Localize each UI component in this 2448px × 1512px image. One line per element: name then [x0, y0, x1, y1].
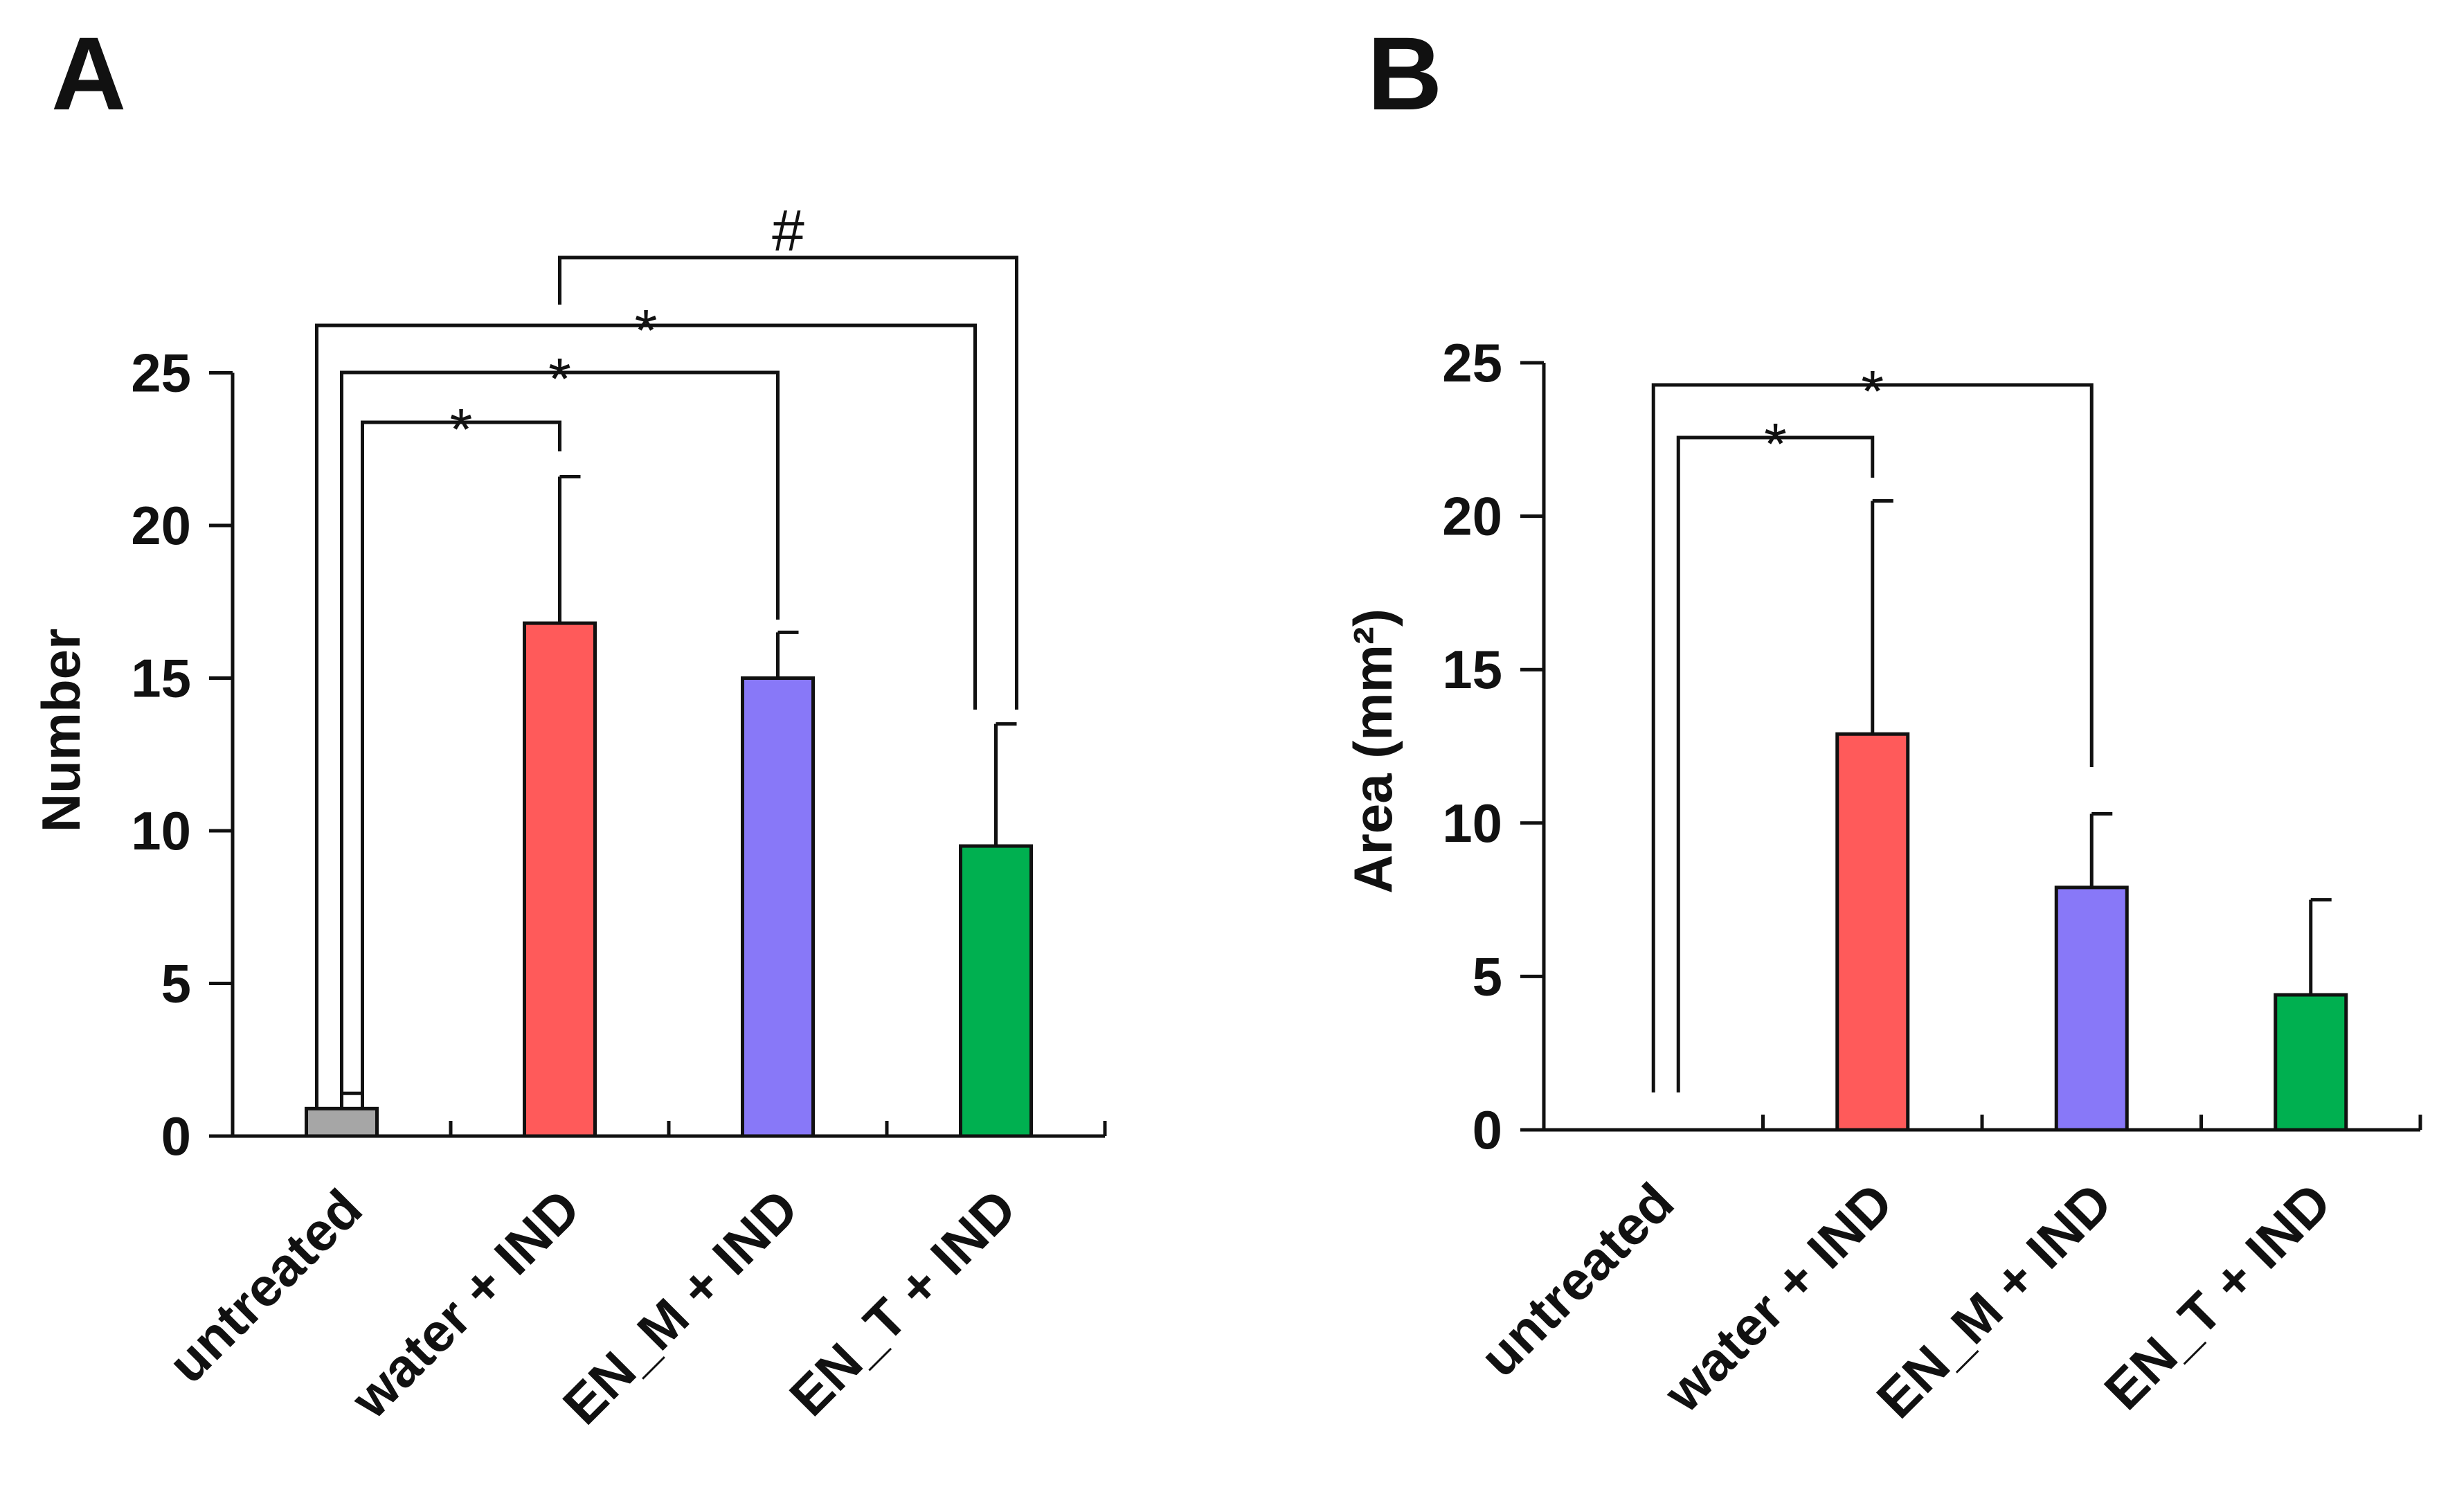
panel-a-significance-label-2: * [548, 346, 571, 411]
panel-a-bar-3 [741, 676, 815, 1138]
panel-b-significance-label-2: * [1861, 359, 1884, 424]
panel-a-y-tick-label: 0 [161, 1106, 191, 1167]
panel-b-y-tick-label: 25 [1442, 332, 1502, 393]
panel-b-y-tick-label: 15 [1442, 639, 1502, 700]
panel-a-significance-label-4: # [772, 198, 804, 263]
panel-a-y-axis-label: Number [30, 629, 91, 833]
panel-b-category-label-1: untreated [1468, 1171, 1686, 1389]
panel-b-y-tick-label: 10 [1442, 793, 1502, 854]
panel-a-bar-2 [523, 621, 597, 1138]
panel-a-y-tick-label: 20 [131, 495, 191, 556]
panel-b-y-tick-label: 5 [1473, 946, 1502, 1007]
panel-b-significance-bracket-2 [1651, 383, 2094, 1092]
panel-b-y-axis-label: Area (mm²) [1342, 609, 1403, 894]
panel-a-y-tick-label: 5 [161, 953, 191, 1014]
panel-a-category-label-4: EN_T + IND [777, 1178, 1027, 1428]
panel-b-category-label-4: EN_T + IND [2093, 1171, 2343, 1421]
panel-a-significance-bracket-2 [340, 370, 780, 1108]
panel-b-category-label-3: EN_M + IND [1865, 1171, 2123, 1430]
panel-b-significance-bracket-1 [1676, 435, 1875, 1092]
panel-a-significance-bracket-4 [558, 255, 1018, 710]
panel-a-category-label-3: EN_M + IND [551, 1178, 809, 1436]
panel-a-letter: A [51, 15, 126, 132]
panel-b-y-tick-label: 0 [1473, 1099, 1502, 1160]
panel-b-bar-3 [2054, 885, 2129, 1132]
panel-a-significance-bracket-3 [315, 323, 977, 1108]
panel-a-significance-label-3: * [635, 298, 658, 363]
panel-a-bar-4 [959, 844, 1033, 1138]
panel-a-category-label-1: untreated [156, 1178, 374, 1395]
panel-b-letter: B [1367, 15, 1442, 132]
panel-a-y-tick-label: 25 [131, 343, 191, 404]
panel-a-significance-label-1: * [450, 397, 473, 462]
panel-a-significance-bracket-1 [361, 420, 561, 1108]
panel-b-bar-4 [2274, 993, 2348, 1132]
panel-b-bar-2 [1835, 732, 1910, 1132]
panel-b-y-tick-label: 20 [1442, 486, 1502, 547]
panel-b-significance-label-1: * [1764, 411, 1787, 476]
panel-a-bar-1 [305, 1106, 379, 1138]
panel-a-y-tick-label: 10 [131, 800, 191, 861]
panel-a-y-tick-label: 15 [131, 648, 191, 709]
